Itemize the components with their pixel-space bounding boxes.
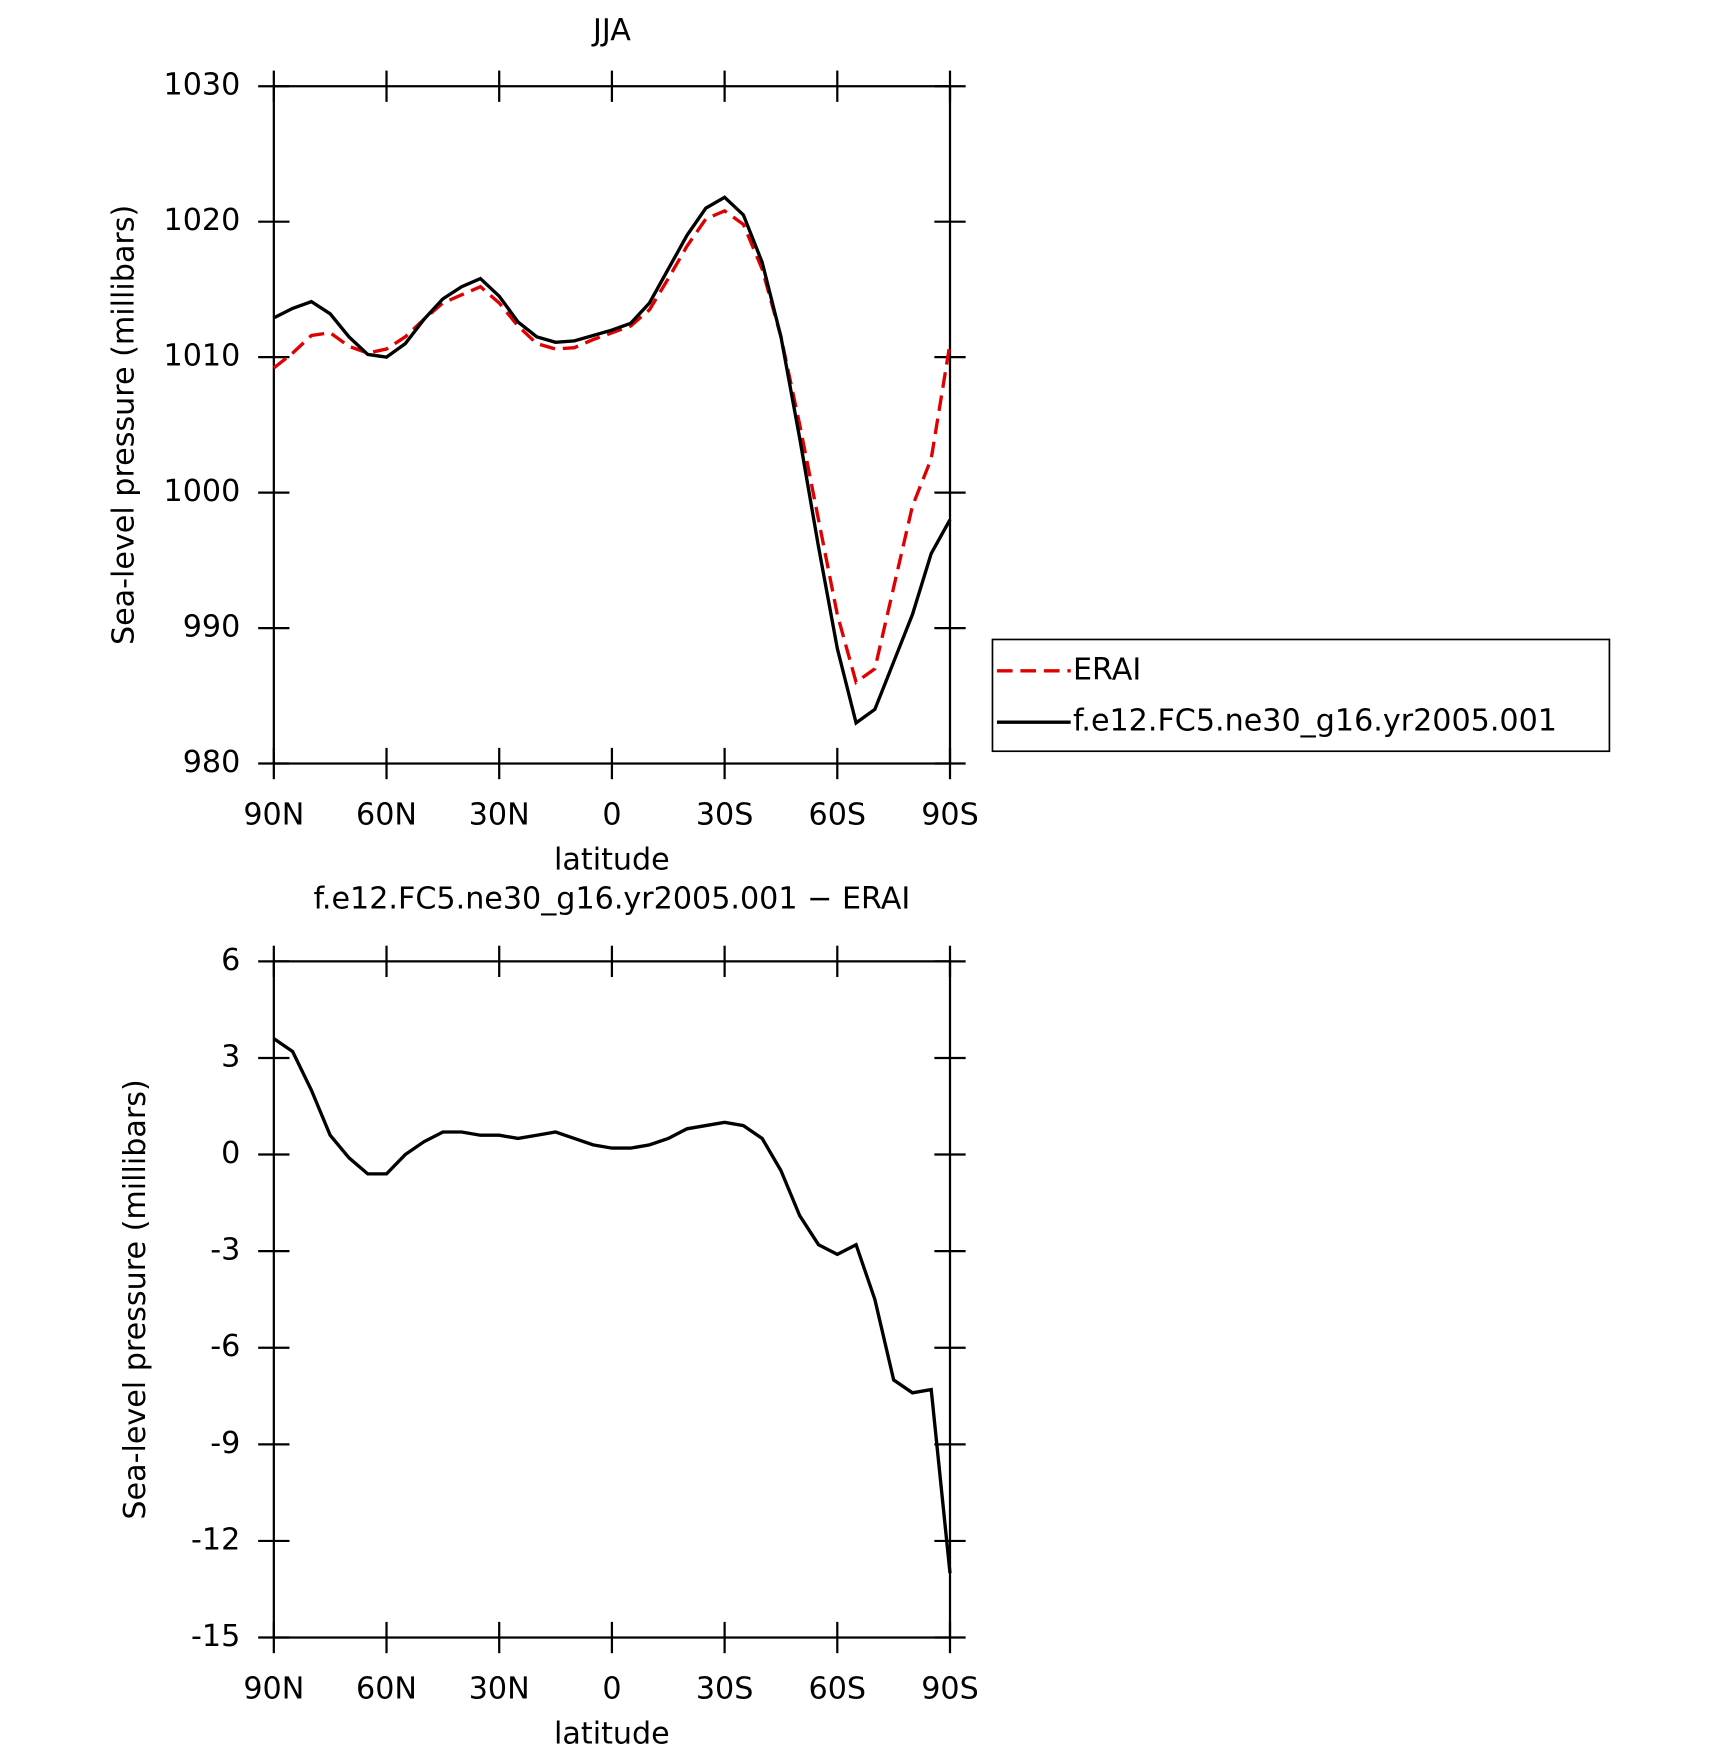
y-tick-label: 1010 xyxy=(164,339,241,374)
data-line xyxy=(272,208,952,686)
x-tick-label: 90N xyxy=(243,798,304,833)
data-line xyxy=(272,1037,952,1574)
x-tick-label: 90S xyxy=(921,1672,979,1707)
x-tick-label: 30S xyxy=(696,798,754,833)
x-tick-label: 30N xyxy=(469,1672,530,1707)
x-axis-label: latitude xyxy=(554,842,670,877)
y-axis-label: Sea-level pressure (millibars) xyxy=(118,1079,153,1519)
y-tick-label: 1020 xyxy=(164,203,241,238)
x-tick-label: 0 xyxy=(602,1672,621,1707)
y-tick-label: 1030 xyxy=(164,68,241,103)
y-tick-label: 6 xyxy=(221,943,240,978)
y-tick-label: -3 xyxy=(210,1233,240,1268)
x-tick-label: 60N xyxy=(356,1672,417,1707)
x-tick-label: 0 xyxy=(602,798,621,833)
y-tick-label: -12 xyxy=(191,1522,240,1557)
y-tick-label: -9 xyxy=(210,1426,240,1461)
chart-title: JJA xyxy=(591,13,631,48)
y-tick-label: 1000 xyxy=(164,474,241,509)
y-tick-label: 990 xyxy=(183,610,241,645)
x-tick-label: 90N xyxy=(243,1672,304,1707)
legend-label: ERAI xyxy=(1073,652,1141,687)
x-tick-label: 60S xyxy=(809,1672,867,1707)
y-tick-label: 3 xyxy=(221,1039,240,1074)
y-tick-label: -15 xyxy=(191,1619,240,1654)
legend-label: f.e12.FC5.ne30_g16.yr2005.001 xyxy=(1073,704,1557,739)
x-tick-label: 60S xyxy=(809,798,867,833)
y-tick-label: 980 xyxy=(183,745,241,780)
plot-frame xyxy=(272,85,952,765)
y-axis-label: Sea-level pressure (millibars) xyxy=(107,205,142,645)
x-tick-label: 90S xyxy=(921,798,979,833)
y-tick-label: 0 xyxy=(221,1136,240,1171)
chart-title: f.e12.FC5.ne30_g16.yr2005.001 − ERAI xyxy=(314,881,911,916)
x-axis-label: latitude xyxy=(554,1716,670,1745)
plot-frame xyxy=(272,960,952,1639)
x-tick-label: 60N xyxy=(356,798,417,833)
x-tick-label: 30S xyxy=(696,1672,754,1707)
data-line xyxy=(273,195,952,726)
y-tick-label: -6 xyxy=(210,1329,240,1364)
x-tick-label: 30N xyxy=(469,798,530,833)
legend-box xyxy=(991,638,1611,753)
